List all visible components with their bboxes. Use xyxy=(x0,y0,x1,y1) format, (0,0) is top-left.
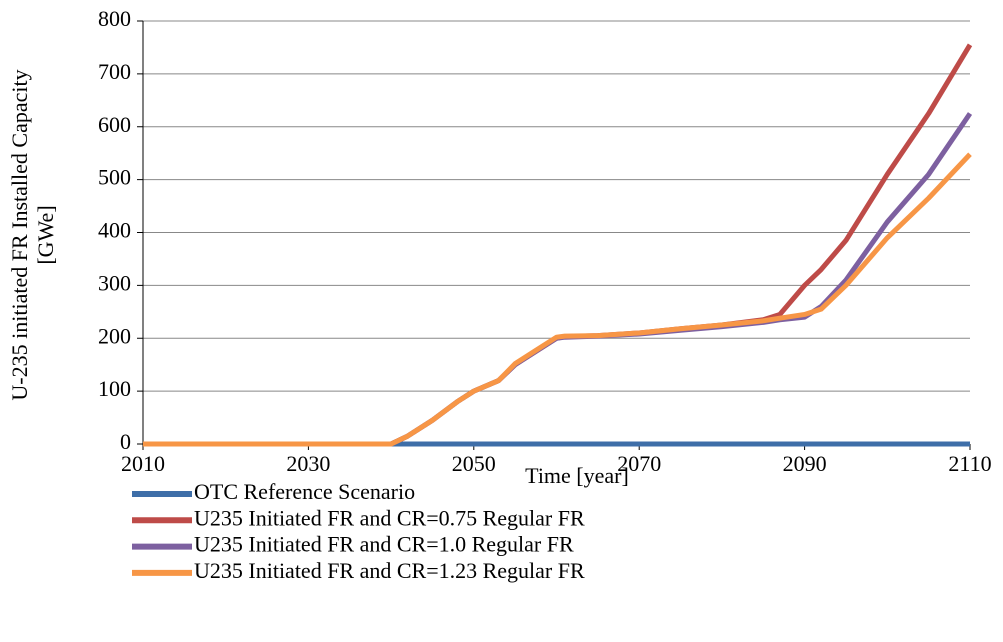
y-tick-label: 100 xyxy=(98,376,131,401)
legend-label: U235 Initiated FR and CR=1.0 Regular FR xyxy=(194,532,574,557)
legend-label: U235 Initiated FR and CR=0.75 Regular FR xyxy=(194,505,585,530)
series-line xyxy=(143,112,973,447)
y-tick-label: 0 xyxy=(120,429,131,454)
series-line xyxy=(143,43,973,447)
y-axis-title: U-235 initiated FR Installed Capacity xyxy=(7,69,32,400)
y-tick-label: 400 xyxy=(98,218,131,243)
x-tick-label: 2090 xyxy=(783,451,827,476)
legend-label: U235 Initiated FR and CR=1.23 Regular FR xyxy=(194,558,585,583)
y-tick-label: 300 xyxy=(98,270,131,295)
x-tick-label: 2070 xyxy=(617,451,661,476)
y-tick-label: 800 xyxy=(98,6,131,31)
x-tick-label: 2030 xyxy=(286,451,330,476)
y-tick-label: 500 xyxy=(98,165,131,190)
x-tick-label: 2010 xyxy=(121,451,165,476)
legend-label: OTC Reference Scenario xyxy=(194,479,415,504)
series-line xyxy=(143,152,972,447)
x-tick-label: 2110 xyxy=(948,451,991,476)
y-tick-label: 700 xyxy=(98,59,131,84)
x-axis-title: Time [year] xyxy=(525,463,629,488)
y-axis-title: [GWe] xyxy=(33,205,58,264)
y-tick-label: 200 xyxy=(98,323,131,348)
y-tick-label: 600 xyxy=(98,112,131,137)
x-tick-label: 2050 xyxy=(452,451,496,476)
